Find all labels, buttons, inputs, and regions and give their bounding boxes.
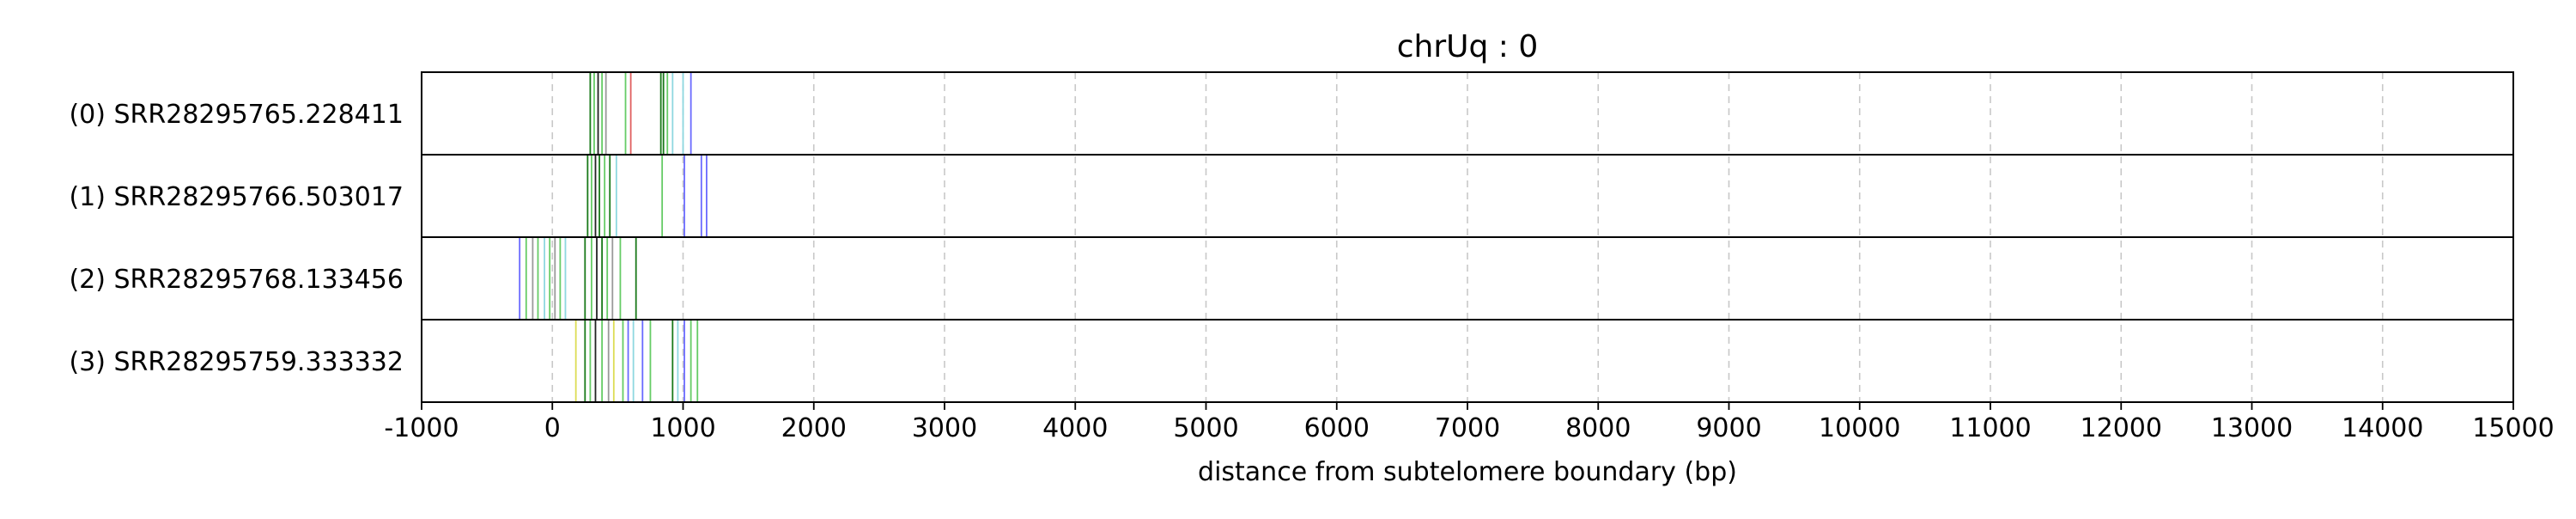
x-tick-label: 12000 [2081,413,2162,443]
track-label: (3) SRR28295759.333332 [69,347,404,377]
x-tick-label: 13000 [2211,413,2293,443]
x-tick-label: -1000 [384,413,459,443]
track-label: (2) SRR28295768.133456 [69,265,404,295]
x-tick-label: 8000 [1565,413,1631,443]
track-2: (2) SRR28295768.133456 [69,236,2514,321]
x-tick-label: 5000 [1173,413,1238,443]
x-tick-label: 4000 [1042,413,1108,443]
x-tick-label: 9000 [1696,413,1761,443]
x-tick-label: 14000 [2342,413,2423,443]
tracks: (0) SRR28295765.228411 (1) SRR28295766.50… [69,71,2514,403]
track-label: (1) SRR28295766.503017 [69,182,404,212]
track-0: (0) SRR28295765.228411 [69,71,2514,156]
x-tick-label: 10000 [1819,413,1900,443]
x-axis: -1000 0 1000 2000 3000 4000 5000 6000 7000 8000 90… [384,402,2555,443]
x-tick-label: 11000 [1949,413,2031,443]
x-tick-label: 15000 [2472,413,2554,443]
track-label: (0) SRR28295765.228411 [69,100,404,130]
track-3: (3) SRR28295759.333332 [69,319,2514,403]
x-tick-label: 2000 [781,413,847,443]
chart-title: chrUq : 0 [1397,29,1539,64]
x-tick-label: 6000 [1304,413,1370,443]
x-tick-label: 0 [544,413,561,443]
x-tick-label: 7000 [1435,413,1500,443]
x-axis-label: distance from subtelomere boundary (bp) [1198,457,1737,487]
x-tick-label: 3000 [912,413,977,443]
track-1: (1) SRR28295766.503017 [69,154,2514,238]
x-tick-label: 1000 [650,413,715,443]
